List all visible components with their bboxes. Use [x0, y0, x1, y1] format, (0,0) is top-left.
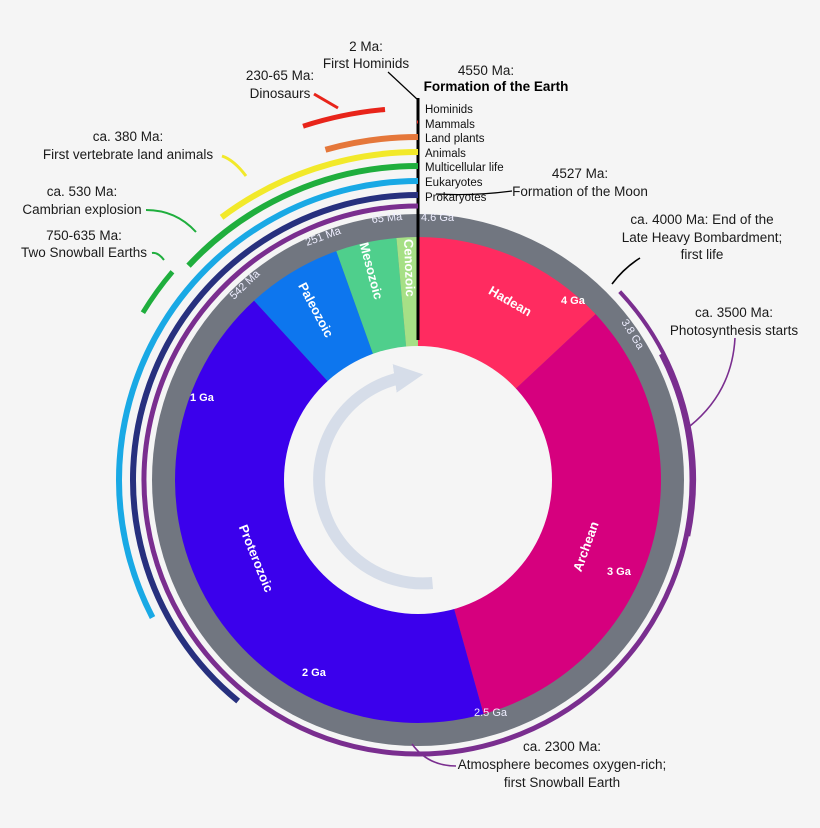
dinosaurs-date: 230-65 Ma: [246, 68, 314, 83]
lane-arc-prokaryotes [141, 203, 695, 757]
leader-hominids [387, 71, 419, 101]
oxygen-line-1: ca. 2300 Ma: [523, 739, 601, 754]
photosynthesis-text: Photosynthesis starts [670, 323, 799, 338]
eon-label-cenozoic: Cenozoic [401, 239, 418, 297]
leader-dinosaurs [313, 92, 339, 110]
lane-label-animals: Animals [425, 148, 466, 160]
bombardment-line-3: first life [681, 247, 724, 262]
ring-tick-2-5ga: 2.5 Ga [474, 707, 508, 719]
leader-vertebrate [221, 154, 248, 177]
lane-arc-multicellular-life [115, 178, 419, 619]
inner-tick-2ga: 2 Ga [302, 667, 327, 679]
leader-moon [435, 190, 513, 196]
lane-label-mammals: Mammals [425, 119, 475, 131]
dinosaurs-arc [302, 106, 386, 129]
inner-tick-labels: 4 Ga 3 Ga 2 Ga 1 Ga [190, 295, 632, 679]
photosynthesis-date: ca. 3500 Ma: [695, 305, 773, 320]
oxygen-line-2: Atmosphere becomes oxygen-rich; [458, 757, 667, 772]
leader-oxygen [411, 743, 457, 767]
moon-text: Formation of the Moon [512, 184, 648, 199]
inner-tick-4ga: 4 Ga [561, 295, 586, 307]
vertebrate-date: ca. 380 Ma: [93, 129, 164, 144]
earth-text: Formation of the Earth [424, 79, 569, 94]
snowball-date: 750-635 Ma: [46, 228, 122, 243]
leader-cambrian [145, 209, 197, 233]
cambrian-text: Cambrian explosion [22, 202, 141, 217]
life-lane-arcs [115, 120, 695, 757]
hominids-date: 2 Ma: [349, 39, 383, 54]
lane-arc-eukaryotes [129, 192, 419, 704]
inner-tick-1ga: 1 Ga [190, 392, 215, 404]
earth-date: 4550 Ma: [458, 63, 514, 78]
bombardment-line-2: Late Heavy Bombardment; [622, 230, 783, 245]
cambrian-date: ca. 530 Ma: [47, 184, 118, 199]
vertebrate-text: First vertebrate land animals [43, 147, 214, 162]
lane-label-eukaryotes: Eukaryotes [425, 177, 483, 189]
lane-label-prokaryotes: Prokaryotes [425, 192, 487, 204]
moon-date: 4527 Ma: [552, 166, 608, 181]
late-heavy-bombardment-arc [618, 290, 696, 537]
ring-tick-4-6ga: 4.6 Ga [421, 212, 455, 224]
inner-tick-3ga: 3 Ga [607, 566, 632, 578]
lane-label-land-plants: Land plants [425, 133, 485, 145]
lane-arc-land-plants [219, 149, 419, 220]
snowball-earths-arc [140, 270, 175, 314]
ring-tick-65ma: 65 Ma [371, 211, 404, 226]
lane-label-multicellular-life: Multicellular life [425, 162, 504, 174]
lane-labels: Hominids Mammals Land plants Animals Mul… [425, 104, 504, 204]
lane-arc-mammals [324, 134, 419, 153]
annotations: 2 Ma: First Hominids 230-65 Ma: Dinosaur… [21, 39, 798, 790]
bombardment-line-1: ca. 4000 Ma: End of the [630, 212, 773, 227]
lane-label-hominids: Hominids [425, 104, 473, 116]
time-direction-arrow [313, 364, 434, 590]
hominids-text: First Hominids [323, 56, 410, 71]
snowball-text: Two Snowball Earths [21, 245, 147, 260]
oxygen-line-3: first Snowball Earth [504, 775, 620, 790]
leader-bombardment [611, 257, 641, 285]
lane-arc-animals [186, 163, 419, 268]
dinosaurs-text: Dinosaurs [250, 86, 311, 101]
leader-photosynthesis [689, 337, 736, 427]
leader-lines [145, 71, 736, 767]
leader-snowball [151, 251, 165, 261]
